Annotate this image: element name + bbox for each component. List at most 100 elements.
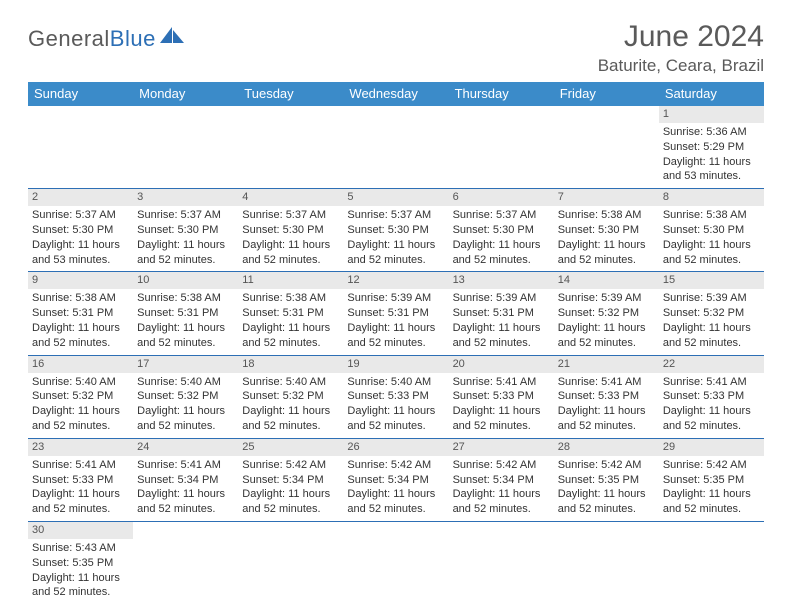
- dl2-text: and 52 minutes.: [453, 336, 550, 351]
- cell-content: Sunrise: 5:42 AMSunset: 5:34 PMDaylight:…: [449, 458, 554, 521]
- sunrise-text: Sunrise: 5:43 AM: [32, 541, 129, 556]
- dl1-text: Daylight: 11 hours: [558, 238, 655, 253]
- day-number: 13: [449, 272, 554, 289]
- calendar-cell-empty: [449, 106, 554, 188]
- sunset-text: Sunset: 5:30 PM: [242, 223, 339, 238]
- cell-content: Sunrise: 5:42 AMSunset: 5:34 PMDaylight:…: [238, 458, 343, 521]
- calendar-row: 23 Sunrise: 5:41 AMSunset: 5:33 PMDayligh…: [28, 439, 764, 522]
- location: Baturite, Ceara, Brazil: [598, 56, 764, 76]
- day-header: Wednesday: [343, 82, 448, 106]
- dl2-text: and 52 minutes.: [663, 502, 760, 517]
- dl2-text: and 52 minutes.: [32, 502, 129, 517]
- calendar-cell-empty: [133, 106, 238, 188]
- sunrise-text: Sunrise: 5:38 AM: [242, 291, 339, 306]
- calendar-cell: 5Sunrise: 5:37 AMSunset: 5:30 PMDaylight…: [343, 189, 448, 271]
- calendar-cell: 6Sunrise: 5:37 AMSunset: 5:30 PMDaylight…: [449, 189, 554, 271]
- cell-content: Sunrise: 5:38 AMSunset: 5:31 PMDaylight:…: [238, 291, 343, 354]
- calendar-cell: 3Sunrise: 5:37 AMSunset: 5:30 PMDaylight…: [133, 189, 238, 271]
- dl2-text: and 52 minutes.: [137, 336, 234, 351]
- day-number: 17: [133, 356, 238, 373]
- dl1-text: Daylight: 11 hours: [242, 487, 339, 502]
- day-number: 11: [238, 272, 343, 289]
- calendar-cell: 18Sunrise: 5:40 AMSunset: 5:32 PMDayligh…: [238, 356, 343, 438]
- dl2-text: and 52 minutes.: [558, 502, 655, 517]
- day-number: 20: [449, 356, 554, 373]
- page: GeneralBlue June 2024 Baturite, Ceara, B…: [0, 0, 792, 604]
- dl2-text: and 52 minutes.: [558, 336, 655, 351]
- dl1-text: Daylight: 11 hours: [137, 321, 234, 336]
- dl1-text: Daylight: 11 hours: [663, 487, 760, 502]
- sunset-text: Sunset: 5:32 PM: [137, 389, 234, 404]
- sunrise-text: Sunrise: 5:38 AM: [663, 208, 760, 223]
- dl1-text: Daylight: 11 hours: [242, 404, 339, 419]
- sunrise-text: Sunrise: 5:38 AM: [137, 291, 234, 306]
- dl2-text: and 52 minutes.: [558, 253, 655, 268]
- sunrise-text: Sunrise: 5:40 AM: [242, 375, 339, 390]
- sunset-text: Sunset: 5:33 PM: [558, 389, 655, 404]
- day-number: 23: [28, 439, 133, 456]
- sunset-text: Sunset: 5:35 PM: [32, 556, 129, 571]
- dl2-text: and 52 minutes.: [663, 336, 760, 351]
- calendar-cell: 29Sunrise: 5:42 AMSunset: 5:35 PMDayligh…: [659, 439, 764, 521]
- calendar-row: 1Sunrise: 5:36 AMSunset: 5:29 PMDaylight…: [28, 106, 764, 189]
- sunset-text: Sunset: 5:32 PM: [663, 306, 760, 321]
- sunrise-text: Sunrise: 5:37 AM: [347, 208, 444, 223]
- sunrise-text: Sunrise: 5:38 AM: [32, 291, 129, 306]
- day-number: 3: [133, 189, 238, 206]
- dl2-text: and 52 minutes.: [137, 253, 234, 268]
- calendar-cell: 23 Sunrise: 5:41 AMSunset: 5:33 PMDayligh…: [28, 439, 133, 521]
- dl2-text: and 52 minutes.: [453, 419, 550, 434]
- sunrise-text: Sunrise: 5:41 AM: [453, 375, 550, 390]
- cell-content: Sunrise: 5:36 AMSunset: 5:29 PMDaylight:…: [659, 125, 764, 188]
- dl2-text: and 52 minutes.: [663, 253, 760, 268]
- dl1-text: Daylight: 11 hours: [347, 238, 444, 253]
- sunset-text: Sunset: 5:33 PM: [32, 473, 129, 488]
- cell-content: Sunrise: 5:37 AMSunset: 5:30 PMDaylight:…: [449, 208, 554, 271]
- day-number: 5: [343, 189, 448, 206]
- sail-icon: [158, 25, 186, 50]
- sunset-text: Sunset: 5:30 PM: [453, 223, 550, 238]
- calendar-cell-empty: [238, 522, 343, 604]
- calendar-cell: 12Sunrise: 5:39 AMSunset: 5:31 PMDayligh…: [343, 272, 448, 354]
- calendar-header-row: Sunday Monday Tuesday Wednesday Thursday…: [28, 82, 764, 106]
- day-number: 15: [659, 272, 764, 289]
- header: GeneralBlue June 2024 Baturite, Ceara, B…: [28, 20, 764, 76]
- sunrise-text: Sunrise: 5:39 AM: [558, 291, 655, 306]
- cell-content: Sunrise: 5:41 AMSunset: 5:33 PMDaylight:…: [28, 458, 133, 521]
- dl1-text: Daylight: 11 hours: [453, 321, 550, 336]
- dl1-text: Daylight: 11 hours: [453, 487, 550, 502]
- dl1-text: Daylight: 11 hours: [558, 487, 655, 502]
- sunrise-text: Sunrise: 5:37 AM: [32, 208, 129, 223]
- sunset-text: Sunset: 5:32 PM: [558, 306, 655, 321]
- calendar-cell: 4Sunrise: 5:37 AMSunset: 5:30 PMDaylight…: [238, 189, 343, 271]
- sunset-text: Sunset: 5:32 PM: [32, 389, 129, 404]
- day-number: 30: [28, 522, 133, 539]
- sunset-text: Sunset: 5:30 PM: [32, 223, 129, 238]
- dl2-text: and 52 minutes.: [242, 419, 339, 434]
- calendar-cell-empty: [133, 522, 238, 604]
- cell-content: Sunrise: 5:40 AMSunset: 5:33 PMDaylight:…: [343, 375, 448, 438]
- day-number: 4: [238, 189, 343, 206]
- cell-content: Sunrise: 5:42 AMSunset: 5:34 PMDaylight:…: [343, 458, 448, 521]
- calendar-cell: 19Sunrise: 5:40 AMSunset: 5:33 PMDayligh…: [343, 356, 448, 438]
- cell-content: Sunrise: 5:38 AMSunset: 5:30 PMDaylight:…: [554, 208, 659, 271]
- logo-word1: General: [28, 26, 110, 51]
- sunrise-text: Sunrise: 5:42 AM: [453, 458, 550, 473]
- day-number: 28: [554, 439, 659, 456]
- sunrise-text: Sunrise: 5:39 AM: [663, 291, 760, 306]
- sunrise-text: Sunrise: 5:37 AM: [453, 208, 550, 223]
- sunset-text: Sunset: 5:35 PM: [663, 473, 760, 488]
- dl1-text: Daylight: 11 hours: [32, 238, 129, 253]
- day-number: 14: [554, 272, 659, 289]
- dl1-text: Daylight: 11 hours: [32, 404, 129, 419]
- dl2-text: and 52 minutes.: [453, 502, 550, 517]
- sunset-text: Sunset: 5:34 PM: [347, 473, 444, 488]
- dl1-text: Daylight: 11 hours: [32, 487, 129, 502]
- sunset-text: Sunset: 5:29 PM: [663, 140, 760, 155]
- dl2-text: and 52 minutes.: [32, 336, 129, 351]
- title-block: June 2024 Baturite, Ceara, Brazil: [598, 20, 764, 76]
- dl1-text: Daylight: 11 hours: [242, 238, 339, 253]
- day-number: 27: [449, 439, 554, 456]
- dl1-text: Daylight: 11 hours: [663, 404, 760, 419]
- sunset-text: Sunset: 5:34 PM: [242, 473, 339, 488]
